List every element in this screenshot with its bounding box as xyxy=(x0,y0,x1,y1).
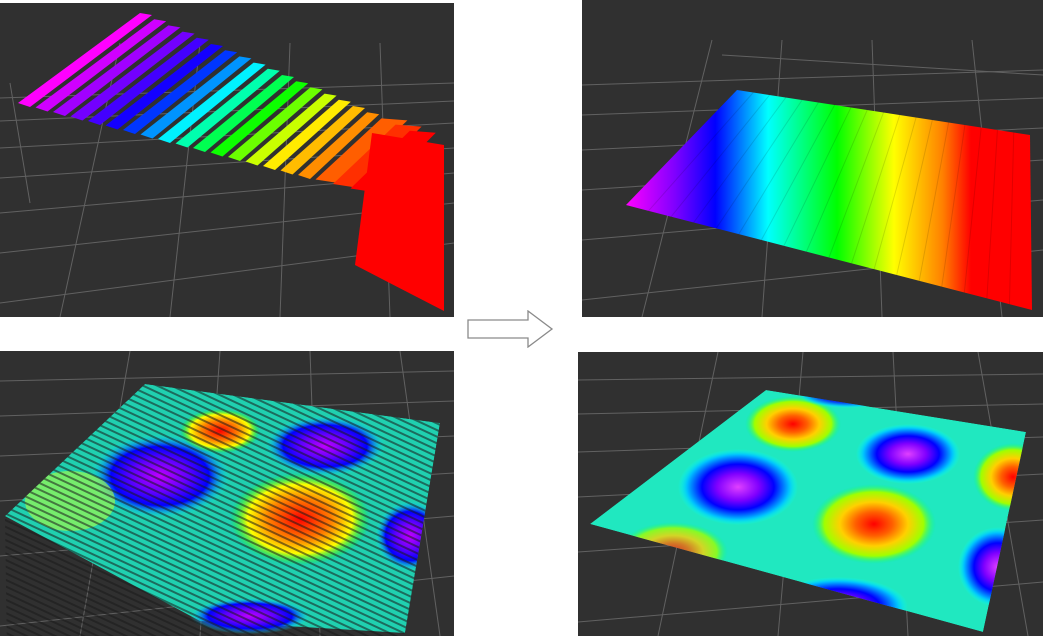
band-separator xyxy=(963,127,982,293)
color-strip xyxy=(298,112,380,179)
color-bands xyxy=(648,92,1015,305)
color-strip xyxy=(280,106,365,175)
band-separator xyxy=(1008,132,1015,305)
band-separator xyxy=(738,102,819,235)
band-separator xyxy=(760,104,836,241)
color-strip xyxy=(70,31,195,121)
viewport-stepped-strips xyxy=(0,3,454,317)
color-strip xyxy=(18,13,152,107)
viewport-smooth-surface xyxy=(578,352,1043,636)
color-strip xyxy=(315,118,408,184)
band-separator xyxy=(941,124,966,287)
stepped-strips-render xyxy=(0,13,454,317)
color-strip xyxy=(228,87,323,161)
band-separator xyxy=(873,117,917,270)
band-separator xyxy=(828,112,884,258)
color-strip xyxy=(140,56,252,139)
colored-strips xyxy=(18,13,444,311)
band-separator xyxy=(715,99,803,229)
band-separator xyxy=(851,114,901,264)
band-separator xyxy=(896,119,933,276)
viewport-continuous-plane xyxy=(582,0,1043,317)
continuous-plane-render xyxy=(582,39,1043,317)
color-strip xyxy=(355,133,444,311)
band-separator xyxy=(693,97,787,223)
viewport-noisy-surface xyxy=(0,351,454,636)
color-strip xyxy=(35,19,167,112)
color-strip xyxy=(245,93,337,166)
color-strip xyxy=(53,25,181,116)
band-separator xyxy=(670,94,770,217)
color-strip xyxy=(88,37,209,125)
color-strip xyxy=(193,75,294,152)
color-strip xyxy=(123,50,238,135)
band-separator xyxy=(783,107,852,247)
colored-plane xyxy=(626,90,1032,310)
band-separator xyxy=(918,122,950,281)
band-separator xyxy=(648,92,754,212)
color-strip xyxy=(105,44,223,130)
smooth-surface xyxy=(590,390,1026,632)
color-strip xyxy=(263,99,351,170)
band-separator xyxy=(805,109,868,252)
noisy-surface-render xyxy=(0,351,454,636)
right-arrow-icon xyxy=(466,309,554,349)
color-strip xyxy=(158,62,266,143)
smooth-surface-render xyxy=(578,352,1043,636)
color-strip xyxy=(175,68,280,148)
band-separator xyxy=(986,129,998,299)
color-strip xyxy=(210,81,309,157)
